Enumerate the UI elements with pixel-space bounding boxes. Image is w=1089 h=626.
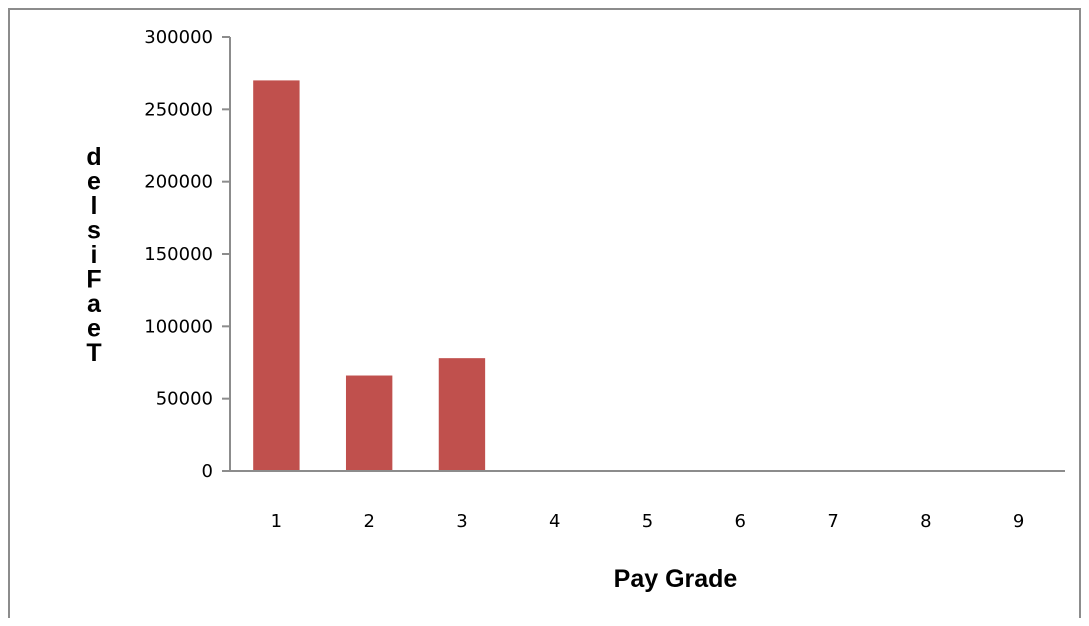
x-tick-label: 5 xyxy=(642,511,653,532)
x-tick-label: 9 xyxy=(1013,511,1024,532)
x-axis-title: Pay Grade xyxy=(614,565,738,593)
y-axis-title-letter: e xyxy=(87,315,101,343)
y-tick-label: 300000 xyxy=(144,27,213,48)
x-tick-label: 7 xyxy=(827,511,838,532)
y-axis-title-letter: F xyxy=(86,266,101,294)
x-tick-label: 8 xyxy=(920,511,931,532)
x-tick-label: 1 xyxy=(271,511,282,532)
y-axis-title-letter: a xyxy=(87,290,102,318)
chart-frame xyxy=(8,8,1081,618)
y-tick-label: 50000 xyxy=(156,389,213,410)
y-tick-label: 100000 xyxy=(144,316,213,337)
x-tick-label: 4 xyxy=(549,511,560,532)
y-axis-title-letter: e xyxy=(87,168,101,196)
y-axis-title-letter: s xyxy=(87,217,101,245)
x-tick-label: 3 xyxy=(456,511,467,532)
y-axis-title-letter: d xyxy=(86,143,101,171)
y-axis-title-letter: T xyxy=(86,339,101,367)
y-tick-label: 0 xyxy=(202,461,213,482)
bars-layer xyxy=(253,80,486,472)
bar-2 xyxy=(345,375,393,471)
y-tick-label: 150000 xyxy=(144,244,213,265)
axes-layer xyxy=(222,36,1065,472)
y-tick-label: 250000 xyxy=(144,99,213,120)
x-tick-label: 6 xyxy=(735,511,746,532)
bar-3 xyxy=(438,358,486,471)
x-tick-label: 2 xyxy=(363,511,374,532)
bar-1 xyxy=(253,80,300,472)
y-tick-label: 200000 xyxy=(144,172,213,193)
y-axis-title-letter: i xyxy=(91,241,98,269)
labels-layer: 0 50000 100000 150000 200000 250000 300000 1 2 3 4… xyxy=(144,27,1024,532)
y-axis-title-letter: l xyxy=(91,192,98,220)
